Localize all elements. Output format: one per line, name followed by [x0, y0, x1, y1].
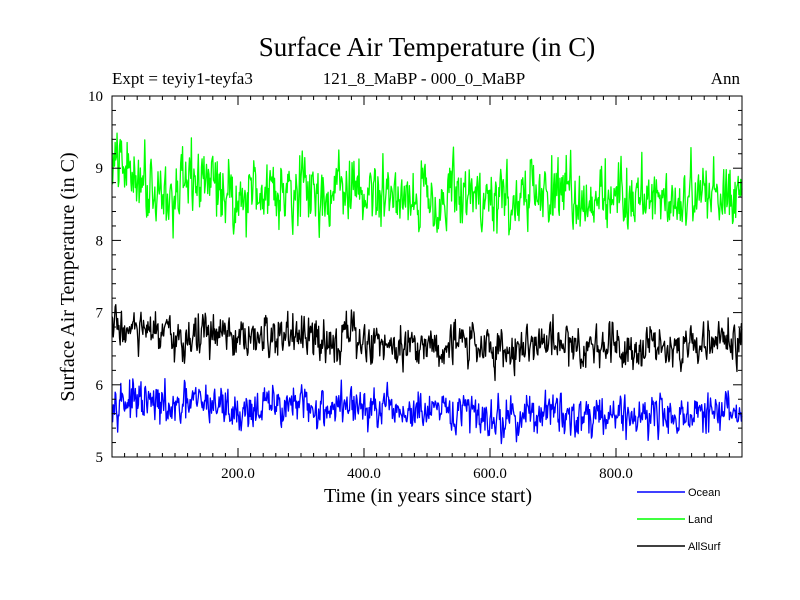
- y-tick-label: 6: [96, 378, 104, 394]
- x-tick-label: 600.0: [473, 466, 507, 482]
- legend-label-ocean: Ocean: [688, 487, 720, 499]
- y-tick-label: 5: [96, 450, 104, 466]
- series-line-land: [111, 132, 743, 239]
- period-label: 121_8_MaBP - 000_0_MaBP: [323, 69, 525, 88]
- x-tick-label: 800.0: [599, 466, 633, 482]
- experiment-label: Expt = teyiy1-teyfa3: [112, 69, 253, 88]
- chart-title: Surface Air Temperature (in C): [259, 32, 596, 62]
- series-line-allsurf: [111, 303, 743, 382]
- axis-ticks: 200.0 400.0 600.0 800.0 5 6 7 8 9 10: [88, 89, 742, 482]
- x-tick-label: 400.0: [347, 466, 381, 482]
- legend: Ocean Land AllSurf: [637, 487, 721, 553]
- y-tick-label: 10: [88, 89, 103, 105]
- series-line-ocean: [111, 378, 743, 445]
- y-tick-label: 9: [96, 161, 104, 177]
- x-axis-label: Time (in years since start): [324, 485, 532, 507]
- series-layer: [111, 132, 743, 445]
- legend-label-land: Land: [688, 514, 712, 526]
- season-label: Ann: [711, 69, 741, 88]
- y-tick-label: 8: [96, 233, 104, 249]
- y-axis-label: Surface Air Temperature (in C): [57, 152, 79, 401]
- y-tick-label: 7: [96, 306, 104, 322]
- legend-label-allsurf: AllSurf: [688, 541, 721, 553]
- x-tick-label: 200.0: [221, 466, 255, 482]
